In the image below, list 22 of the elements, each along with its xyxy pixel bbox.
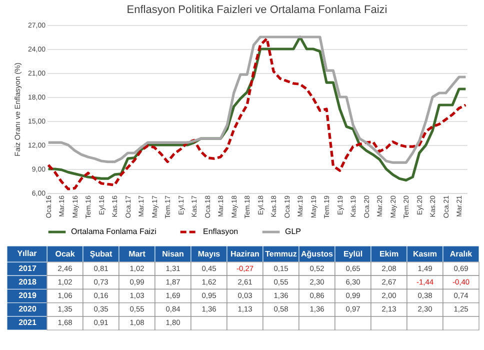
chart-title: Enflasyon Politika Faizleri ve Ortalama Fonlama Faizi	[126, 4, 388, 16]
x-tick-label: Ağustos	[301, 250, 334, 258]
y-tick-label: 2021	[18, 318, 37, 328]
y-tick-label: 2018	[18, 277, 37, 286]
x-tick-label: Şubat	[90, 250, 112, 258]
x-tick-label: Mart	[128, 250, 146, 258]
x-tick-label: Nisan	[162, 250, 184, 258]
y-tick-label: 2020	[18, 304, 37, 314]
x-tick-label: Temmuz	[265, 250, 297, 258]
legend-label: GLP	[285, 227, 302, 236]
x-tick-label: Kasım	[412, 250, 438, 258]
y-tick-label: 2019	[18, 291, 37, 300]
x-tick-label: Ocak	[55, 250, 76, 258]
legend-label: Ortalama Fonlama Faizi	[71, 227, 157, 236]
y-axis-title: Yıllar	[17, 249, 37, 258]
x-tick-label: Haziran	[230, 250, 260, 258]
x-tick-label: Aralık	[450, 250, 473, 258]
x-tick-label: Mayıs	[198, 250, 221, 258]
x-tick-label: Eylül	[343, 250, 363, 258]
y-tick-label: 2017	[18, 264, 37, 273]
x-tick-label: Ekim	[379, 250, 399, 258]
legend-label: Enflasyon	[203, 227, 238, 236]
